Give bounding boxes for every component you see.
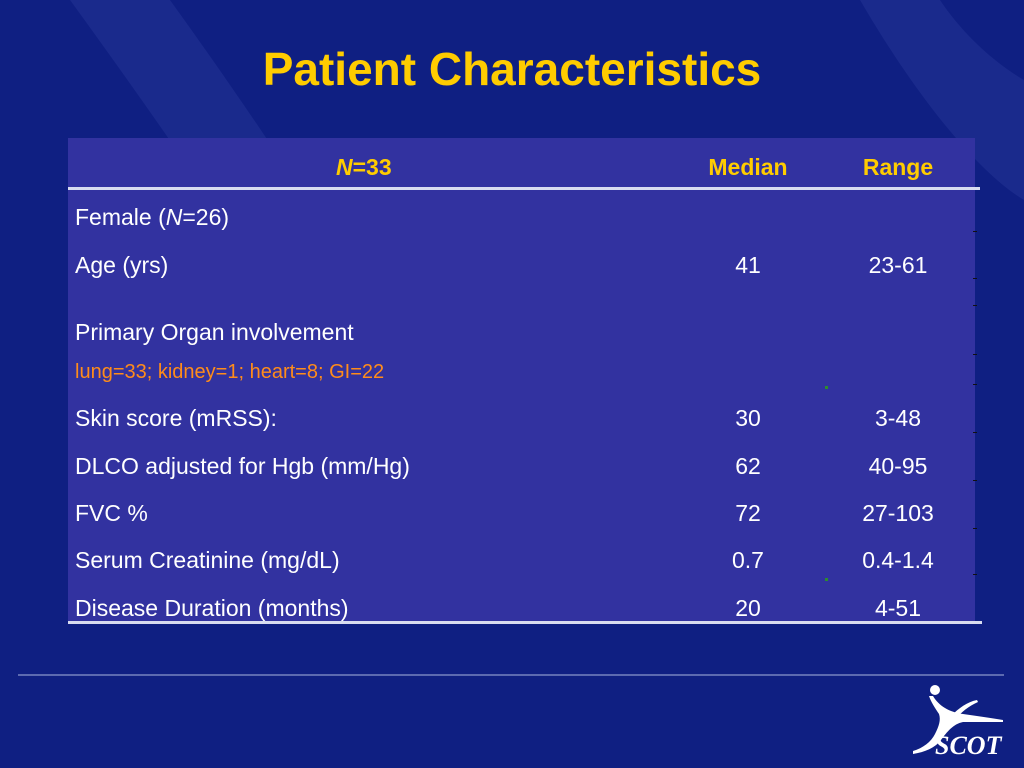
table-marker — [825, 386, 828, 389]
header-range: Range — [862, 154, 934, 180]
row-label: Serum Creatinine (mg/dL) — [75, 547, 340, 573]
table-header: N=33 Median Range — [68, 138, 975, 188]
table-tick — [973, 574, 977, 575]
header-rule — [68, 187, 980, 190]
table-tick — [973, 384, 977, 385]
row-label: DLCO adjusted for Hgb (mm/Hg) — [75, 453, 410, 479]
row-label: Primary Organ involvement — [75, 319, 354, 345]
header-median: Median — [708, 154, 788, 180]
row-label: FVC % — [75, 500, 148, 526]
characteristics-table: N=33 Median Range Female (N=26) Age (yrs… — [68, 138, 977, 622]
row-range: 40-95 — [868, 453, 928, 479]
table-marker — [825, 578, 828, 581]
table-tick — [973, 480, 977, 481]
row-median: 30 — [735, 405, 761, 431]
table-tick — [973, 278, 977, 279]
table-tick — [973, 231, 977, 232]
row-range: 3-48 — [874, 405, 922, 431]
row-median: 20 — [735, 595, 761, 621]
header-n: N=33 — [336, 154, 392, 180]
row-label: Age (yrs) — [75, 252, 169, 278]
row-median: 0.7 — [732, 547, 764, 573]
row-sublabel: lung=33; kidney=1; heart=8; GI=22 — [75, 361, 385, 383]
table-tick — [973, 528, 977, 529]
table-tick — [973, 305, 977, 306]
row-range: 0.4-1.4 — [862, 547, 934, 573]
table-bottom-rule — [68, 621, 982, 624]
row-label: Skin score (mRSS): — [75, 405, 277, 431]
logo-text: SCOT — [935, 731, 1002, 760]
row-median: 72 — [735, 500, 761, 526]
table-tick — [973, 354, 977, 355]
footer-divider — [18, 674, 1004, 676]
table-tick — [973, 432, 977, 433]
row-range: 27-103 — [862, 500, 934, 526]
row-median: 62 — [735, 453, 761, 479]
running-figure-icon — [913, 685, 1003, 754]
row-range: 4-51 — [874, 595, 922, 621]
page-title: Patient Characteristics — [262, 43, 762, 95]
row-range: 23-61 — [868, 252, 928, 278]
row-label: Disease Duration (months) — [75, 595, 349, 621]
row-label: Female (N=26) — [75, 204, 230, 230]
row-median: 41 — [735, 252, 761, 278]
